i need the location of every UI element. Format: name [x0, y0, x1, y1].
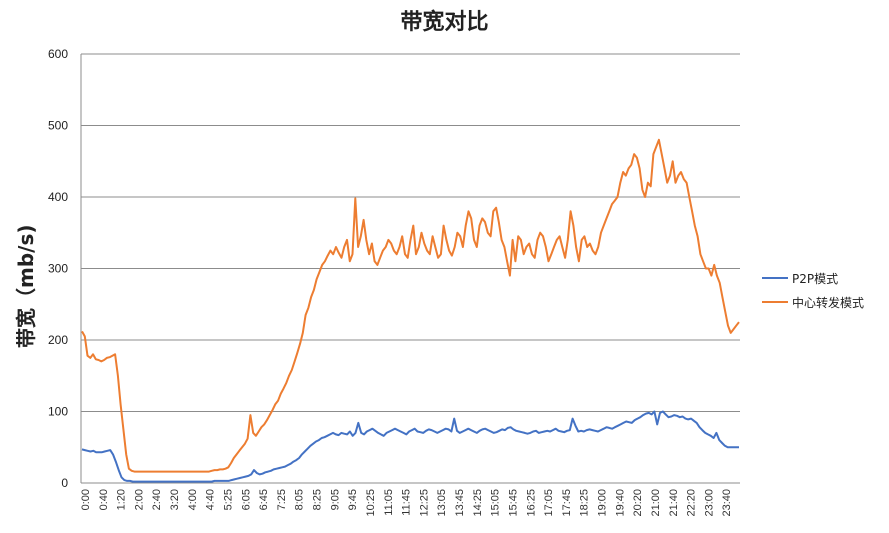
x-tick-label: 8:25	[312, 489, 324, 510]
x-tick-label: 17:45	[561, 489, 573, 517]
legend: P2P模式 中心转发模式	[762, 266, 864, 314]
y-tick-label: 100	[48, 405, 68, 419]
x-tick-label: 23:00	[703, 489, 715, 517]
y-tick-label: 200	[48, 333, 68, 347]
x-tick-label: 21:40	[668, 489, 680, 517]
x-tick-label: 5:25	[222, 489, 234, 510]
x-tick-label: 15:05	[490, 489, 502, 517]
x-tick-label: 14:25	[472, 489, 484, 517]
y-tick-label: 300	[48, 262, 68, 276]
x-tick-label: 17:05	[543, 489, 555, 517]
series-line-center-relay	[81, 138, 740, 473]
legend-swatch-center-relay	[762, 301, 788, 303]
x-tick-label: 22:20	[686, 489, 698, 517]
x-tick-label: 11:45	[401, 489, 413, 516]
x-tick-label: 4:40	[205, 489, 217, 510]
x-tick-label: 4:00	[187, 489, 199, 510]
x-tick-label: 6:45	[258, 489, 270, 510]
x-tick-label: 21:00	[650, 489, 662, 517]
x-tick-label: 15:45	[507, 489, 519, 517]
legend-label-center-relay: 中心转发模式	[792, 295, 865, 310]
x-tick-label: 9:45	[347, 489, 359, 510]
x-tick-label: 12:25	[418, 489, 430, 517]
legend-item-p2p: P2P模式	[762, 266, 864, 290]
x-tick-label: 2:40	[151, 489, 163, 510]
legend-label-p2p: P2P模式	[792, 271, 839, 286]
x-tick-label: 16:25	[525, 489, 537, 517]
y-tick-label: 500	[48, 119, 68, 133]
x-tick-label: 19:40	[614, 489, 626, 517]
legend-item-center-relay: 中心转发模式	[762, 290, 864, 314]
x-tick-label: 9:05	[329, 489, 341, 510]
x-tick-label: 13:45	[454, 489, 466, 517]
x-tick-label: 6:05	[240, 489, 252, 510]
x-tick-label: 11:05	[383, 489, 395, 516]
x-tick-label: 23:40	[721, 489, 733, 517]
x-tick-label: 0:00	[80, 489, 92, 510]
x-tick-label: 10:25	[365, 489, 377, 517]
x-tick-label: 3:20	[169, 489, 181, 510]
y-tick-label: 0	[61, 476, 68, 490]
x-tick-label: 1:20	[116, 489, 128, 510]
x-tick-label: 19:00	[597, 489, 609, 517]
x-tick-label: 13:05	[436, 489, 448, 517]
legend-swatch-p2p	[762, 277, 788, 279]
x-tick-label: 2:00	[133, 489, 145, 510]
x-tick-label: 0:40	[98, 489, 110, 510]
chart-title: 带宽对比	[400, 10, 489, 35]
y-tick-label: 600	[48, 47, 68, 61]
y-tick-label: 400	[48, 190, 68, 204]
x-tick-label: 20:20	[632, 489, 644, 517]
x-tick-label: 8:05	[294, 489, 306, 510]
series-line-p2p	[81, 410, 739, 483]
x-tick-label: 7:25	[276, 489, 288, 510]
x-tick-label: 18:25	[579, 489, 591, 517]
